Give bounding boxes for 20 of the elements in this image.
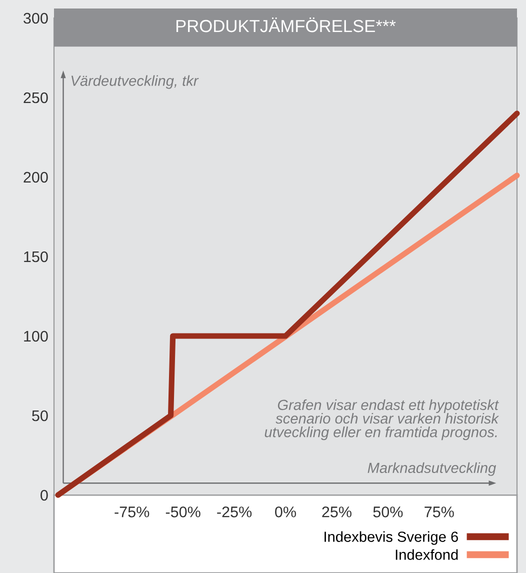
y-tick-label: 300 [24, 12, 48, 24]
y-tick-label: 0 [40, 490, 48, 501]
x-tick-label: 75% [424, 506, 454, 518]
y-tick-label: 150 [24, 251, 48, 262]
x-tick-label: -25% [217, 506, 252, 518]
x-tick-label: 50% [373, 506, 403, 518]
y-tick-label: 250 [24, 92, 48, 104]
y-tick-label: 200 [24, 172, 48, 183]
x-axis-title: Marknadsutveckling [368, 462, 496, 476]
x-tick-label: -75% [114, 506, 150, 518]
y-axis-title: Värdeutveckling, tkr [71, 75, 199, 89]
x-tick-label: 0% [275, 506, 296, 518]
legend-label: Indexfond [396, 549, 458, 560]
x-tick-label: 25% [322, 506, 352, 518]
y-tick-label: 100 [24, 330, 48, 342]
chart-title: PRODUKTJÄMFÖRELSE*** [176, 18, 396, 32]
y-tick-label: 50 [32, 410, 48, 422]
x-tick-label: -50% [166, 506, 200, 518]
legend-label: Indexbevis Sverige 6 [324, 531, 458, 545]
annotation: Grafen visar endast ett hypotetiskt scenario och visar varken historisk utveckling eller en framtida prognos. [264, 399, 500, 440]
